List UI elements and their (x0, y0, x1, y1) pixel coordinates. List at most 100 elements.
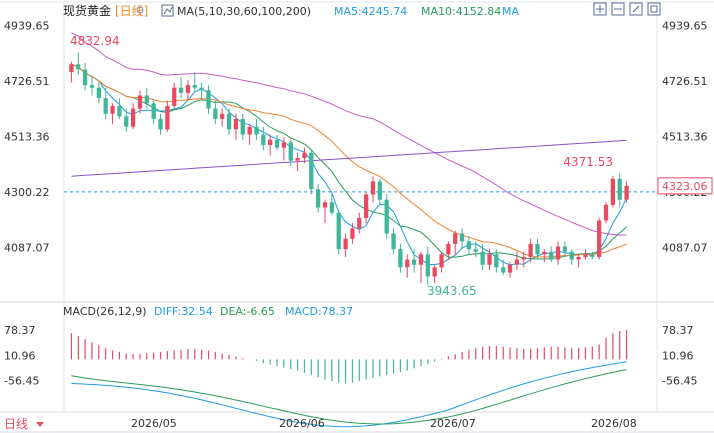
candle (494, 249, 499, 273)
candle (185, 79, 191, 101)
candle (439, 251, 444, 273)
candle (446, 241, 451, 260)
ma5-value: MA5:4245.74 (334, 5, 407, 18)
footer: 日线 2026/05 2026/06 2026/07 2026/08 (4, 417, 637, 431)
macd-tick-right: 78.37 (662, 324, 694, 337)
ma100-line (71, 139, 627, 177)
candle (89, 77, 95, 96)
ma30-line (71, 63, 627, 258)
candle (459, 228, 465, 250)
candle (487, 249, 492, 270)
macd-histogram (70, 330, 628, 384)
candle (274, 134, 280, 151)
period-label: [日线] (115, 4, 148, 18)
candle (507, 262, 513, 278)
price-tick-right: 4939.65 (662, 19, 708, 32)
candle (172, 82, 177, 109)
candlestick-series (69, 52, 629, 286)
ma60-line (71, 32, 627, 236)
ma-settings-icon[interactable] (161, 4, 174, 17)
candle (124, 108, 129, 132)
candle (425, 246, 430, 286)
candle (343, 233, 348, 257)
macd-tick-right: -56.45 (662, 374, 697, 387)
recent-high-label: 4371.53 (563, 155, 613, 169)
date-tick-aug: 2026/08 (591, 417, 637, 430)
chart-header: 现货黄金 [日线] MA(5,10,30,60,100,200) MA5:424… (63, 3, 519, 18)
candle (247, 124, 252, 145)
price-annotations: 4832.94 4371.53 3943.65 (70, 34, 613, 298)
candle (83, 62, 88, 91)
candle (110, 103, 115, 125)
candle (199, 82, 204, 99)
candle (453, 230, 458, 255)
price-tick-left: 4513.36 (4, 130, 50, 143)
high-price-label: 4832.94 (70, 34, 120, 48)
candle (391, 228, 396, 255)
candle (528, 238, 533, 263)
candle (226, 108, 232, 135)
candle (480, 243, 485, 270)
candle (254, 118, 259, 140)
zoom-icon[interactable] (611, 2, 625, 16)
macd-tick-left: -56.45 (4, 374, 39, 387)
date-tick-jun: 2026/06 (279, 417, 325, 430)
date-tick-jul: 2026/07 (430, 417, 476, 430)
macd-tick-left: 78.37 (4, 324, 36, 337)
price-tick-left: 4087.07 (4, 241, 50, 254)
candle (96, 82, 101, 104)
candle (370, 176, 376, 203)
compare-icon[interactable] (629, 2, 643, 16)
candle (158, 113, 163, 135)
settings-icon[interactable] (136, 6, 144, 14)
price-tick-left: 4939.65 (4, 19, 50, 32)
period-select[interactable]: 日线 (4, 417, 44, 431)
macd-header: MACD(26,12,9) DIFF:32.54 DEA:-6.65 MACD:… (63, 305, 353, 318)
candle (137, 90, 143, 114)
candle (130, 103, 136, 130)
moving-average-lines (71, 32, 628, 266)
fullscreen-icon[interactable] (647, 2, 661, 16)
price-grid: 4323.06 (64, 177, 713, 195)
candle (597, 217, 602, 260)
candle (336, 210, 341, 255)
candle (466, 236, 472, 255)
current-price-label: 4323.06 (662, 180, 708, 193)
add-indicator-icon[interactable] (593, 2, 607, 16)
candle (117, 98, 122, 119)
candle (473, 241, 478, 257)
candle (555, 241, 561, 265)
candle (288, 139, 293, 166)
macd-hist-value: MACD:78.37 (285, 305, 353, 318)
macd-dea-value: DEA:-6.65 (220, 305, 275, 318)
candle (213, 100, 218, 125)
candle (501, 259, 506, 276)
candle (569, 249, 574, 265)
candle (562, 241, 568, 257)
price-tick-right: 4726.51 (662, 75, 708, 88)
candle (549, 246, 554, 263)
candle (220, 108, 225, 127)
candle (165, 100, 170, 132)
candle (398, 243, 403, 273)
instrument-title: 现货黄金 (63, 3, 111, 18)
candle (206, 85, 211, 114)
candle (151, 100, 156, 125)
candle (576, 254, 581, 268)
price-tick-left: 4300.22 (4, 186, 50, 199)
macd-axis: 78.37 78.37 10.96 10.96 -56.45 -56.45 (4, 324, 697, 387)
candle (583, 249, 588, 260)
candle (377, 178, 382, 205)
candle (76, 52, 81, 75)
candle (603, 202, 609, 224)
ma-label: MA(5,10,30,60,100,200) (177, 5, 311, 18)
candle (542, 249, 547, 263)
candle (411, 249, 417, 273)
candle (322, 199, 328, 224)
ma10-value: MA10:4152.84 (421, 5, 501, 18)
candle (329, 194, 334, 216)
candle (350, 223, 355, 244)
candle (103, 87, 108, 119)
